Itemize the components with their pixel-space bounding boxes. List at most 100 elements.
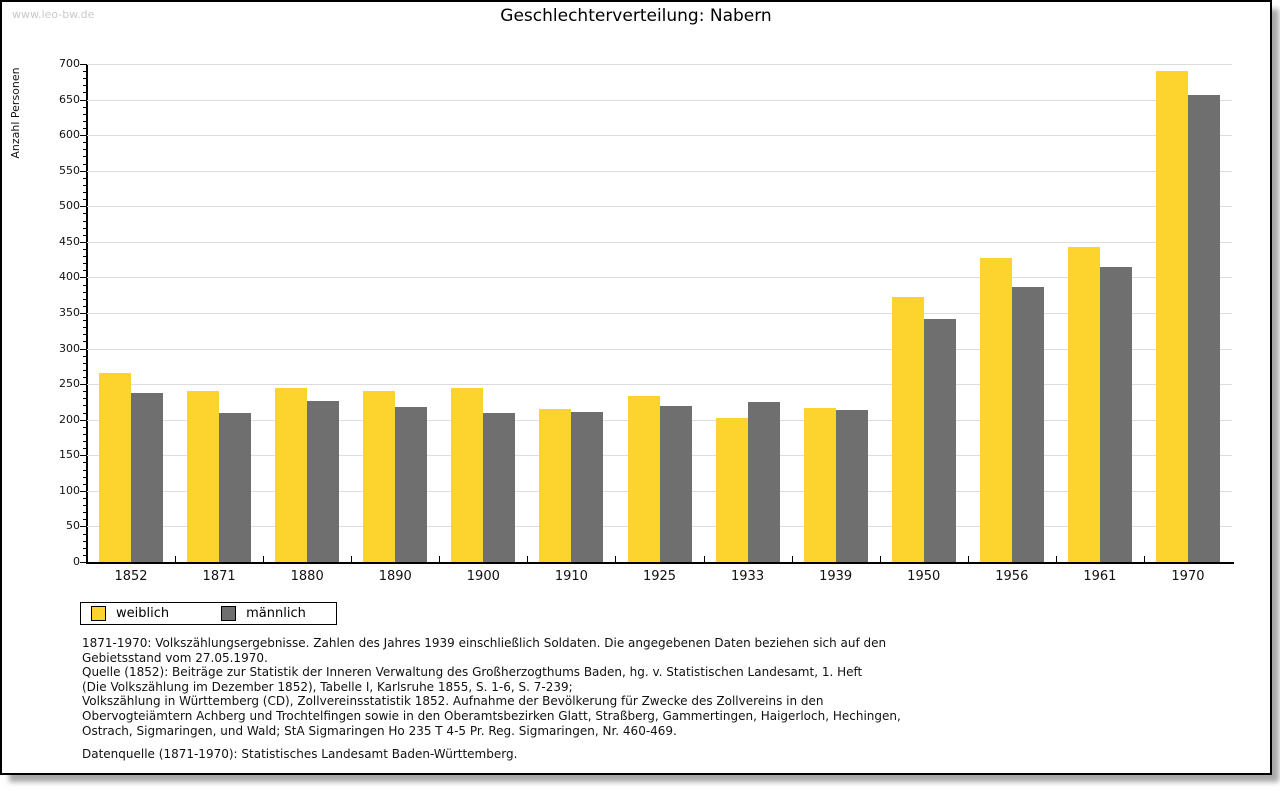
y-minor-tick-280 [83,362,87,364]
bar-weiblich-1961 [1067,246,1100,562]
xtick-label-1900: 1900 [466,569,500,584]
ytick-label-450: 450 [59,234,80,248]
y-major-tick-0 [80,562,87,563]
y-minor-tick-670 [83,85,87,87]
y-minor-tick-560 [83,163,87,165]
xtick-label-1961: 1961 [1083,569,1117,584]
y-minor-tick-180 [83,433,87,435]
ytick-label-200: 200 [59,412,80,426]
bar-weiblich-1956 [979,258,1012,562]
xtick-label-1871: 1871 [202,569,236,584]
legend-swatch-maennlich [221,606,237,621]
bar-weiblich-1910 [539,409,572,562]
y-minor-tick-310 [83,341,87,343]
footnote-line: 1871-1970: Volkszählungsergebnisse. Zahl… [82,636,887,650]
bar-männlich-1939 [835,409,868,562]
y-minor-tick-410 [83,270,87,272]
legend: weiblich männlich [80,602,337,625]
ytick-label-300: 300 [59,341,80,355]
y-minor-tick-160 [83,448,87,450]
bar-männlich-1852 [131,392,164,562]
y-minor-tick-130 [83,469,87,471]
y-minor-tick-630 [83,113,87,115]
xtick-label-1933: 1933 [731,569,765,584]
y-minor-tick-60 [83,519,87,521]
x-boundary-tick-10 [967,556,969,562]
y-minor-tick-120 [83,476,87,478]
xtick-label-1950: 1950 [907,569,941,584]
y-minor-tick-420 [83,263,87,265]
y-minor-tick-390 [83,284,87,286]
y-minor-tick-430 [83,256,87,258]
bar-männlich-1970 [1187,95,1220,562]
y-minor-tick-10 [83,554,87,556]
plot-area [87,64,1232,562]
bar-männlich-1900 [483,412,516,562]
y-minor-tick-240 [83,391,87,393]
gridline-600 [87,135,1232,137]
y-minor-tick-520 [83,192,87,194]
xtick-label-1939: 1939 [819,569,853,584]
y-major-tick-550 [80,170,87,172]
y-minor-tick-30 [83,540,87,542]
xtick-label-1956: 1956 [995,569,1029,584]
y-minor-tick-610 [83,128,87,130]
x-axis-line [86,562,1234,564]
legend-label-maennlich: männlich [246,606,306,621]
x-boundary-tick-12 [1143,556,1145,562]
y-minor-tick-460 [83,234,87,236]
y-minor-tick-570 [83,156,87,158]
ytick-label-250: 250 [59,377,80,391]
y-major-tick-100 [80,490,87,492]
y-minor-tick-230 [83,398,87,400]
ytick-label-50: 50 [66,519,80,533]
y-minor-tick-580 [83,149,87,151]
bar-männlich-1956 [1011,287,1044,562]
gridline-400 [87,277,1232,279]
y-minor-tick-210 [83,412,87,414]
y-minor-tick-480 [83,220,87,222]
footnote-source: Datenquelle (1871-1970): Statistisches L… [82,747,518,762]
x-boundary-tick-1 [175,556,177,562]
footnote-line: Volkszählung in Württemberg (CD), Zollve… [82,694,824,709]
ytick-label-400: 400 [59,270,80,284]
legend-label-weiblich: weiblich [116,606,170,621]
y-major-tick-200 [80,419,87,421]
bar-weiblich-1970 [1155,71,1188,562]
watermark-leo-bw: www.leo-bw.de [12,8,95,21]
y-minor-tick-470 [83,227,87,229]
y-major-tick-500 [80,206,87,208]
y-minor-tick-80 [83,505,87,507]
y-minor-tick-370 [83,298,87,300]
y-major-tick-50 [80,526,87,528]
y-minor-tick-620 [83,120,87,122]
y-minor-tick-90 [83,497,87,499]
footnote-line: Gebietsstand vom 27.05.1970. [82,650,268,665]
ytick-label-350: 350 [59,306,80,319]
ytick-label-550: 550 [59,163,80,177]
gridline-500 [87,206,1232,208]
gridline-250 [87,384,1232,386]
y-minor-tick-540 [83,177,87,179]
x-boundary-tick-2 [263,556,265,562]
y-minor-tick-340 [83,320,87,322]
x-boundary-tick-3 [351,556,353,562]
y-minor-tick-590 [83,142,87,144]
y-minor-tick-20 [83,547,87,549]
gridline-700 [87,64,1232,65]
gridline-300 [87,348,1232,350]
bar-männlich-1961 [1099,267,1132,562]
ytick-label-650: 650 [59,92,80,106]
chart-frame: www.leo-bw.de Geschlechterverteilung: Na… [0,0,1272,775]
gridline-450 [87,241,1232,243]
y-minor-tick-170 [83,441,87,443]
y-major-tick-150 [80,455,87,457]
ytick-label-150: 150 [59,448,80,462]
xtick-label-1880: 1880 [290,569,324,584]
footnote-line: Obervogteiämtern Achberg und Trochtelfin… [82,708,901,723]
y-major-tick-400 [80,277,87,279]
gridline-350 [87,313,1232,314]
y-minor-tick-690 [83,71,87,73]
xtick-label-1910: 1910 [554,569,588,584]
bar-weiblich-1871 [187,391,220,562]
